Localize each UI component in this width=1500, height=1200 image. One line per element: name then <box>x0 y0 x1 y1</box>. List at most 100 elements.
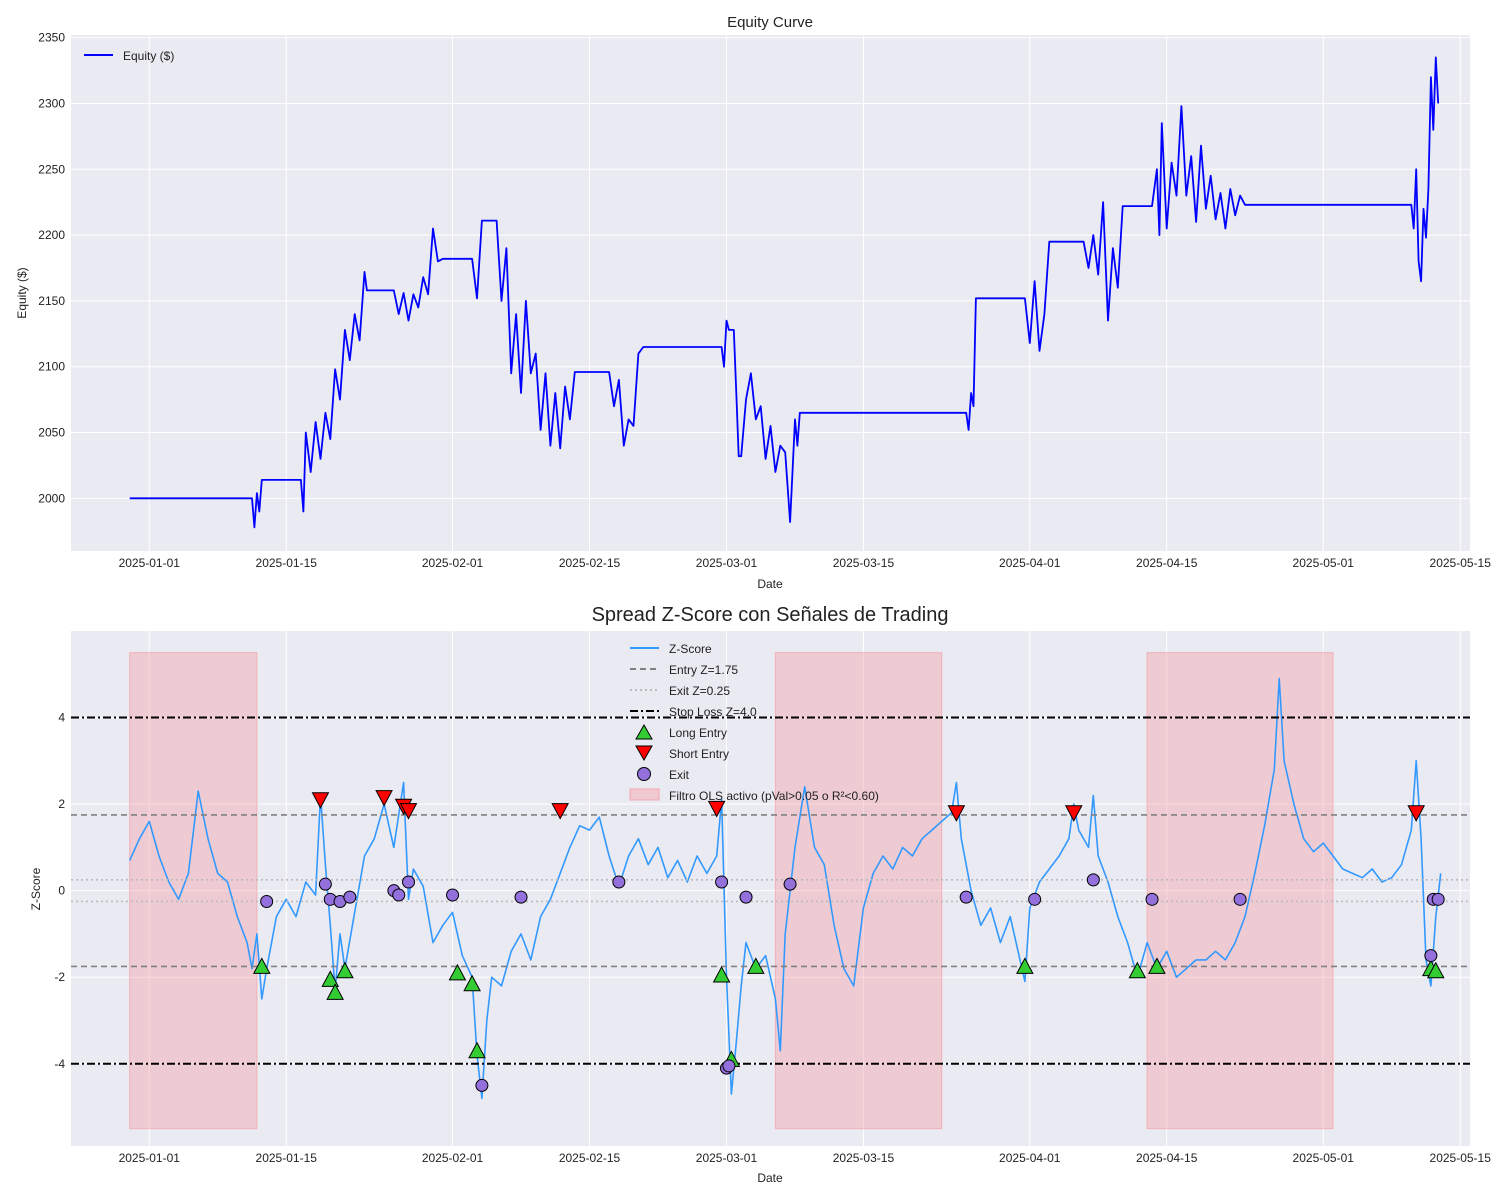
zscore-y-tick-label: -4 <box>54 1057 65 1071</box>
long-entry-marker <box>463 974 481 992</box>
exit-marker <box>446 888 460 902</box>
exit-marker <box>514 890 528 904</box>
exit-marker <box>1145 892 1159 906</box>
exit-marker <box>392 888 406 902</box>
equity-line-group <box>129 56 1440 529</box>
zscore-x-tick-label: 2025-02-01 <box>422 1151 484 1165</box>
equity-y-tick-label: 2250 <box>38 162 65 176</box>
short-entry-marker <box>707 800 726 818</box>
short-entry-marker <box>1064 805 1083 822</box>
legend-label-long: Long Entry <box>669 726 727 740</box>
exit-marker <box>1424 949 1438 963</box>
exit-marker <box>260 894 274 908</box>
zscore-y-tick-label: -2 <box>54 970 65 984</box>
equity-x-tick-label: 2025-04-01 <box>999 556 1061 570</box>
short-entry-marker <box>947 805 966 822</box>
long-entry-marker <box>321 970 340 987</box>
equity-x-tick-label: 2025-01-01 <box>119 556 181 570</box>
zscore-y-tick-label: 0 <box>58 884 65 898</box>
long-entry-marker <box>1128 961 1147 979</box>
long-entry-marker <box>746 957 765 974</box>
equity-chart: 2025-01-01 2025-01-15 2025-02-01 2025-02-15… <box>15 14 1491 591</box>
zscore-x-tick-label: 2025-03-01 <box>696 1151 758 1165</box>
exit-marker <box>475 1078 489 1092</box>
equity-legend-label: Equity ($) <box>123 49 174 63</box>
zscore-y-tick-labels: -4 -2 0 2 4 <box>54 711 65 1071</box>
filter-region <box>774 652 943 1130</box>
equity-gridlines <box>71 35 1470 551</box>
long-entry-marker <box>1148 957 1166 974</box>
zscore-chart-title: Spread Z-Score con Señales de Trading <box>592 604 949 626</box>
legend-label-zscore: Z-Score <box>669 642 712 656</box>
long-entry-marker <box>336 961 354 979</box>
zscore-line-group <box>128 677 1442 1100</box>
exit-marker <box>343 890 357 904</box>
equity-y-tick-labels: 2000 2050 2100 2150 2200 2250 2300 2350 <box>38 31 65 506</box>
exit-marker <box>1233 892 1247 906</box>
zscore-x-tick-label: 2025-04-15 <box>1136 1151 1198 1165</box>
equity-x-tick-labels: 2025-01-01 2025-01-15 2025-02-01 2025-02-15… <box>119 556 1492 570</box>
equity-x-tick-label: 2025-01-15 <box>256 556 318 570</box>
legend-label-entry: Entry Z=1.75 <box>669 663 738 677</box>
legend-swatch-short <box>635 745 653 762</box>
zscore-x-tick-labels: 2025-01-01 2025-01-15 2025-02-01 2025-02-15… <box>119 1151 1492 1165</box>
long-entry-marker <box>326 983 344 1000</box>
short-entry-marker <box>399 803 418 820</box>
equity-y-tick-label: 2100 <box>38 360 65 374</box>
legend-swatch-long <box>635 723 653 740</box>
zscore-y-axis-label: Z-Score <box>29 867 43 910</box>
equity-x-tick-label: 2025-03-01 <box>696 556 758 570</box>
zscore-line <box>128 677 1442 1100</box>
zscore-x-tick-label: 2025-04-01 <box>999 1151 1061 1165</box>
short-entry-marker <box>311 792 330 809</box>
signal-markers <box>252 790 1445 1092</box>
exit-marker <box>1086 873 1100 887</box>
equity-y-tick-label: 2050 <box>38 426 65 440</box>
zscore-x-tick-label: 2025-03-15 <box>833 1151 895 1165</box>
exit-marker <box>1431 892 1445 906</box>
long-entry-marker <box>252 957 271 974</box>
equity-legend: Equity ($) <box>84 49 174 63</box>
long-entry-marker <box>1426 961 1445 979</box>
legend-label-exit: Exit Z=0.25 <box>669 684 730 698</box>
equity-x-axis-label: Date <box>757 577 783 591</box>
equity-y-tick-label: 2000 <box>38 491 65 505</box>
zscore-x-tick-label: 2025-01-15 <box>256 1151 318 1165</box>
equity-chart-title: Equity Curve <box>727 14 813 31</box>
equity-x-tick-label: 2025-02-01 <box>422 556 484 570</box>
equity-line <box>129 56 1440 529</box>
exit-marker <box>783 877 797 891</box>
equity-x-tick-label: 2025-05-01 <box>1293 556 1355 570</box>
short-entry-marker <box>375 790 393 807</box>
exit-marker <box>318 877 332 891</box>
long-entry-marker <box>468 1041 486 1059</box>
zscore-y-tick-label: 2 <box>58 797 65 811</box>
long-entry-marker <box>712 965 731 983</box>
zscore-x-tick-label: 2025-05-15 <box>1430 1151 1492 1165</box>
exit-marker <box>402 875 416 889</box>
equity-x-tick-label: 2025-05-15 <box>1430 556 1492 570</box>
equity-x-tick-label: 2025-02-15 <box>559 556 621 570</box>
legend-label-short: Short Entry <box>669 747 729 761</box>
exit-marker <box>1028 892 1042 906</box>
equity-y-tick-label: 2350 <box>38 31 65 45</box>
legend-label-exit-marker: Exit <box>669 768 690 782</box>
filter-region <box>129 652 258 1130</box>
equity-y-tick-label: 2300 <box>38 96 65 110</box>
zscore-x-tick-label: 2025-05-01 <box>1293 1151 1355 1165</box>
equity-x-tick-label: 2025-03-15 <box>833 556 895 570</box>
long-entry-marker <box>448 963 467 981</box>
exit-marker <box>715 875 729 889</box>
exit-marker <box>739 890 753 904</box>
equity-y-tick-label: 2200 <box>38 228 65 242</box>
short-entry-marker <box>1407 805 1426 822</box>
exit-marker <box>722 1059 736 1073</box>
equity-x-tick-label: 2025-04-15 <box>1136 556 1198 570</box>
equity-plot-area <box>71 35 1470 551</box>
short-entry-marker <box>551 803 569 820</box>
legend-swatch-filter <box>629 788 660 801</box>
long-entry-marker <box>1016 957 1034 974</box>
zscore-legend: Z-Score Entry Z=1.75 Exit Z=0.25 Stop Lo… <box>629 642 879 803</box>
zscore-y-tick-label: 4 <box>58 711 65 725</box>
exit-marker <box>959 890 973 904</box>
